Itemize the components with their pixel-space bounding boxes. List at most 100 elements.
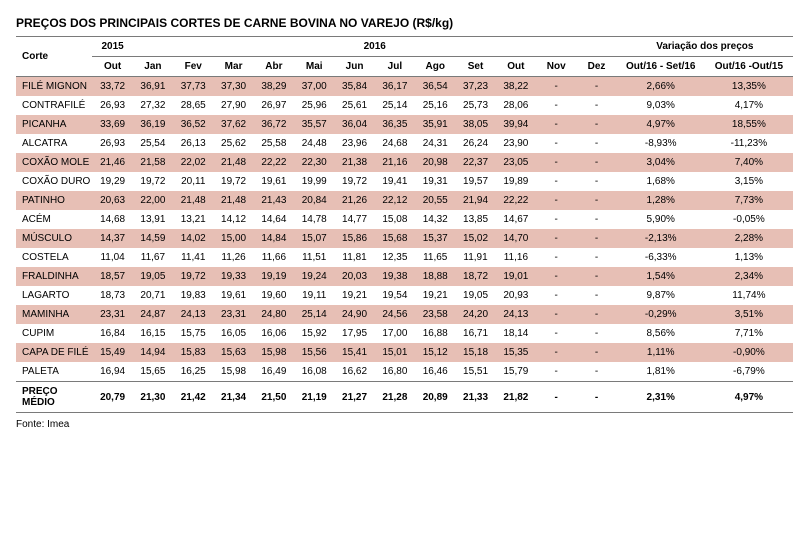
cell-v1: -0,29%	[617, 305, 705, 324]
cell-o15: 19,29	[92, 172, 132, 191]
cell-m7: 20,98	[415, 153, 455, 172]
cell-o15: 21,46	[92, 153, 132, 172]
cell-v1: 2,66%	[617, 77, 705, 97]
cell-m0: 11,67	[133, 248, 173, 267]
cell-m1: 24,13	[173, 305, 213, 324]
cell-m11: -	[576, 210, 616, 229]
cell-m3: 16,06	[254, 324, 294, 343]
cell-m10: -	[536, 191, 576, 210]
cell-m4: 15,92	[294, 324, 334, 343]
cell-m4: 19,11	[294, 286, 334, 305]
cell-m0: 36,19	[133, 115, 173, 134]
col-corte: Corte	[16, 37, 92, 77]
footer-o15: 20,79	[92, 382, 132, 413]
cell-v1: -8,93%	[617, 134, 705, 153]
cell-m5: 36,04	[334, 115, 374, 134]
table-row: CONTRAFILÉ26,9327,3228,6527,9026,9725,96…	[16, 96, 793, 115]
cell-m9: 20,93	[496, 286, 536, 305]
cell-m2: 27,90	[213, 96, 253, 115]
table-row: LAGARTO18,7320,7119,8319,6119,6019,1119,…	[16, 286, 793, 305]
cell-m10: -	[536, 96, 576, 115]
cell-m6: 19,54	[375, 286, 415, 305]
cell-m9: 19,01	[496, 267, 536, 286]
cell-m2: 16,05	[213, 324, 253, 343]
col-mar: Mar	[213, 57, 253, 77]
cell-m2: 23,31	[213, 305, 253, 324]
col-variacao: Variação dos preços	[617, 37, 793, 57]
cell-m8: 19,05	[455, 286, 495, 305]
cell-v1: 3,04%	[617, 153, 705, 172]
cell-m6: 12,35	[375, 248, 415, 267]
cell-m2: 21,48	[213, 191, 253, 210]
cell-m9: 19,89	[496, 172, 536, 191]
cell-m7: 19,31	[415, 172, 455, 191]
cell-m0: 19,05	[133, 267, 173, 286]
cell-m2: 15,00	[213, 229, 253, 248]
cell-m10: -	[536, 324, 576, 343]
footer-m1: 21,42	[173, 382, 213, 413]
cell-m11: -	[576, 305, 616, 324]
cell-m10: -	[536, 134, 576, 153]
cell-v1: -6,33%	[617, 248, 705, 267]
cell-v2: 2,28%	[705, 229, 793, 248]
cell-v1: 1,68%	[617, 172, 705, 191]
cell-m7: 24,31	[415, 134, 455, 153]
cell-m6: 15,68	[375, 229, 415, 248]
cell-m11: -	[576, 191, 616, 210]
cell-m7: 25,16	[415, 96, 455, 115]
cell-m0: 27,32	[133, 96, 173, 115]
cell-m0: 14,94	[133, 343, 173, 362]
cell-m2: 15,98	[213, 362, 253, 382]
cell-m2: 37,62	[213, 115, 253, 134]
cell-v2: -0,90%	[705, 343, 793, 362]
cell-v2: 1,13%	[705, 248, 793, 267]
footer-m7: 20,89	[415, 382, 455, 413]
cell-m3: 25,58	[254, 134, 294, 153]
cell-m6: 22,12	[375, 191, 415, 210]
cell-o15: 33,69	[92, 115, 132, 134]
cell-v2: 7,73%	[705, 191, 793, 210]
cell-o15: 26,93	[92, 96, 132, 115]
cell-m9: 23,05	[496, 153, 536, 172]
cell-m6: 19,38	[375, 267, 415, 286]
cell-m8: 16,71	[455, 324, 495, 343]
cell-m6: 15,08	[375, 210, 415, 229]
cell-m1: 36,52	[173, 115, 213, 134]
cell-o15: 16,94	[92, 362, 132, 382]
cell-corte: CUPIM	[16, 324, 92, 343]
cell-m4: 19,99	[294, 172, 334, 191]
cell-m5: 20,03	[334, 267, 374, 286]
cell-m0: 15,65	[133, 362, 173, 382]
cell-o15: 15,49	[92, 343, 132, 362]
cell-m0: 13,91	[133, 210, 173, 229]
cell-m8: 21,94	[455, 191, 495, 210]
cell-m5: 23,96	[334, 134, 374, 153]
table-row: CUPIM16,8416,1515,7516,0516,0615,9217,95…	[16, 324, 793, 343]
page-title: PREÇOS DOS PRINCIPAIS CORTES DE CARNE BO…	[16, 16, 793, 30]
cell-m11: -	[576, 115, 616, 134]
cell-m10: -	[536, 77, 576, 97]
cell-m1: 13,21	[173, 210, 213, 229]
cell-m7: 23,58	[415, 305, 455, 324]
footer-m4: 21,19	[294, 382, 334, 413]
cell-corte: ALCATRA	[16, 134, 92, 153]
footer-m9: 21,82	[496, 382, 536, 413]
cell-m4: 35,57	[294, 115, 334, 134]
cell-m4: 14,78	[294, 210, 334, 229]
cell-m11: -	[576, 343, 616, 362]
cell-m0: 21,58	[133, 153, 173, 172]
cell-m10: -	[536, 210, 576, 229]
cell-m5: 21,26	[334, 191, 374, 210]
col-2015: 2015	[92, 37, 132, 57]
cell-m1: 16,25	[173, 362, 213, 382]
cell-m7: 15,12	[415, 343, 455, 362]
cell-m3: 19,61	[254, 172, 294, 191]
cell-m10: -	[536, 305, 576, 324]
cell-m2: 19,61	[213, 286, 253, 305]
source-label: Fonte: Imea	[16, 419, 793, 430]
cell-o15: 26,93	[92, 134, 132, 153]
table-row: PATINHO20,6322,0021,4821,4821,4320,8421,…	[16, 191, 793, 210]
table-row: COXÃO MOLE21,4621,5822,0221,4822,2222,30…	[16, 153, 793, 172]
cell-m5: 15,41	[334, 343, 374, 362]
cell-m8: 11,91	[455, 248, 495, 267]
